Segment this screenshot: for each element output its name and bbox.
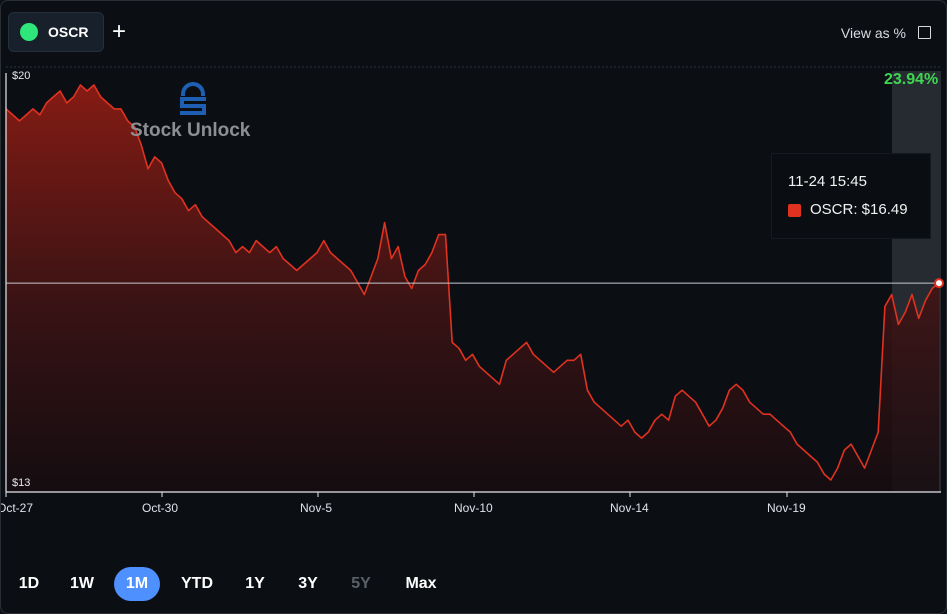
range-button-ytd[interactable]: YTD — [181, 575, 213, 592]
stock-unlock-logo-icon — [180, 82, 206, 115]
watermark-text: Stock Unlock — [130, 120, 251, 141]
view-as-percent-label: View as % — [840, 25, 906, 41]
range-button-3y[interactable]: 3Y — [298, 575, 318, 592]
range-button-1d[interactable]: 1D — [18, 575, 40, 592]
tooltip-series-value: OSCR: $16.49 — [810, 201, 908, 218]
y-tick-label-top: $20 — [12, 70, 31, 82]
price-line — [5, 84, 940, 481]
add-ticker-button[interactable]: + — [111, 18, 126, 45]
x-tick-label: Nov-19 — [767, 501, 806, 515]
x-tick-label: Nov-5 — [300, 501, 333, 515]
x-tick-label: Nov-10 — [454, 501, 493, 515]
range-button-1y[interactable]: 1Y — [245, 575, 265, 592]
view-as-percent-checkbox[interactable] — [918, 26, 931, 39]
range-button-1m[interactable]: 1M — [114, 567, 160, 601]
price-area — [6, 85, 939, 492]
tooltip-time: 11-24 15:45 — [788, 173, 867, 190]
x-tick-label: Oct-27 — [0, 501, 34, 515]
ticker-chip-label: OSCR — [48, 24, 89, 40]
y-tick-label-bottom: $13 — [12, 477, 31, 489]
x-tick-label: Oct-30 — [142, 501, 179, 515]
range-button-max[interactable]: Max — [405, 575, 437, 592]
range-button-1w[interactable]: 1W — [70, 575, 94, 592]
ticker-chip-oscr[interactable]: OSCR — [8, 12, 104, 52]
x-tick-label: Nov-14 — [610, 501, 649, 515]
change-percent-badge: 23.94% — [884, 71, 939, 88]
ticker-color-dot — [20, 23, 38, 41]
tooltip-series-swatch — [788, 204, 801, 217]
chart-tooltip: 11-24 15:45 OSCR: $16.49 — [771, 153, 931, 239]
x-tick-marks — [5, 492, 788, 497]
crosshair-point — [934, 278, 944, 289]
range-button-5y[interactable]: 5Y — [351, 575, 371, 592]
